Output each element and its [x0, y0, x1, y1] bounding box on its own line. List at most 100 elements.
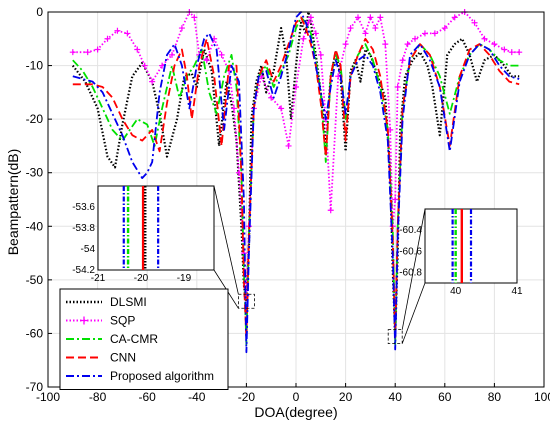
inset-x-tick-label: -21: [91, 273, 106, 284]
x-tick-label: 60: [438, 390, 452, 404]
series-point-plus: [451, 14, 458, 21]
series-point-plus: [69, 49, 76, 56]
y-tick-label: -50: [26, 273, 44, 287]
series-point-plus: [382, 41, 389, 48]
legend-label-3: CNN: [110, 351, 136, 365]
series-point-plus: [508, 49, 515, 56]
series-point-plus: [431, 30, 438, 37]
x-tick-label: -40: [188, 390, 206, 404]
series-point-plus: [278, 105, 285, 112]
series-line-4: [72, 11, 520, 354]
legend-label-1: SQP: [110, 314, 135, 328]
series-point-plus: [94, 46, 101, 53]
y-tick-label: 0: [36, 5, 43, 19]
legend: DLSMI SQP CA-CMR CNN Proposed algorithm: [59, 288, 229, 390]
series-point-plus: [367, 14, 374, 21]
series-point-plus: [327, 207, 334, 214]
inset-x-tick-label: 41: [511, 286, 523, 297]
legend-label-0: DLSMI: [110, 295, 147, 309]
series-point-plus: [141, 62, 148, 69]
series-point-plus: [347, 25, 354, 32]
x-tick-label: 20: [339, 390, 353, 404]
inset-x-tick-label: -19: [177, 273, 192, 284]
series-point-plus: [372, 25, 379, 32]
series-point-plus: [169, 51, 175, 58]
y-tick-label: -40: [26, 219, 44, 233]
series-point-plus: [300, 35, 307, 42]
series-point-plus: [392, 196, 399, 203]
series-point-plus: [149, 78, 156, 85]
series-point-plus: [412, 35, 419, 42]
x-tick-label: -60: [139, 390, 157, 404]
series-point-plus: [399, 57, 406, 64]
legend-label-4: Proposed algorithm: [110, 369, 214, 383]
y-tick-label: -20: [26, 112, 44, 126]
series-point-plus: [124, 30, 131, 37]
series-point-plus: [394, 84, 401, 90]
series-point-plus: [355, 14, 361, 21]
series-line-3: [72, 16, 520, 340]
series-point-plus: [191, 14, 198, 21]
legend-label-2: CA-CMR: [110, 332, 158, 346]
series-point-plus: [312, 30, 319, 37]
inset-y-tick-label: -53.6: [72, 202, 95, 213]
series-point-plus: [342, 41, 349, 48]
inset-x-tick-label: 40: [450, 286, 462, 297]
x-tick-label: 0: [293, 390, 300, 404]
x-axis-label: DOA(degree): [254, 404, 337, 420]
inset-y-tick-label: -53.8: [72, 223, 95, 234]
series-point-plus: [481, 35, 488, 42]
inset-y-tick-label: -60.8: [399, 267, 422, 278]
series-point-plus: [114, 27, 121, 34]
x-tick-label: -80: [89, 390, 107, 404]
series-point-plus: [501, 46, 508, 53]
series-point-plus: [516, 49, 523, 56]
y-tick-label: -60: [26, 326, 44, 340]
series-line-1: [72, 11, 520, 297]
x-tick-label: -100: [36, 390, 60, 404]
x-tick-label: 100: [534, 390, 550, 404]
x-tick-label: 40: [389, 390, 403, 404]
series-point-plus: [404, 41, 411, 48]
y-tick-label: -70: [26, 380, 44, 394]
series-point-plus: [178, 25, 185, 32]
series-point-plus: [231, 105, 237, 112]
series-point-plus: [218, 51, 225, 58]
inset-y-tick-label: -54.2: [72, 265, 95, 276]
series-point-plus: [293, 84, 299, 90]
y-tick-label: -30: [26, 166, 44, 180]
legend-plus-marker: [80, 316, 88, 325]
zoom-connector: [213, 185, 239, 295]
x-tick-label: -20: [238, 390, 256, 404]
series-point-plus: [203, 57, 210, 64]
series-point-plus: [491, 41, 498, 48]
series-point-plus: [362, 30, 369, 37]
ticks: -100-80-60-40-20020406080100-70-60-50-40…: [26, 5, 550, 404]
zoom-source-box: [387, 329, 403, 345]
inset-left: -21 -20 -19 -53.6 -53.8 -54 -54.2: [72, 185, 215, 284]
series-point-plus: [104, 35, 111, 42]
inset-right: 40 41 -60.4 -60.6 -60.8: [399, 208, 523, 297]
zoom-connector: [401, 208, 426, 330]
inset-y-tick-label: -60.6: [399, 246, 422, 257]
zoom-source-box: [237, 293, 255, 309]
inset-frame: [97, 185, 215, 271]
series-point-plus: [441, 25, 448, 32]
series-point-plus: [307, 14, 314, 21]
inset-x-tick-label: -20: [134, 273, 149, 284]
zoom-connector: [401, 282, 426, 344]
x-tick-label: 80: [488, 390, 502, 404]
series-point-plus: [84, 49, 91, 56]
series-line-0: [71, 10, 520, 338]
series-point-plus: [377, 14, 384, 21]
series-point-plus: [285, 142, 292, 149]
series-point-plus: [471, 19, 478, 26]
series-point-plus: [317, 51, 324, 58]
inset-y-tick-label: -54: [81, 244, 96, 255]
series-point-plus: [421, 30, 428, 37]
inset-y-tick-label: -60.4: [399, 225, 422, 236]
y-axis-label: Beampattern(dB): [5, 149, 21, 256]
y-tick-label: -10: [26, 59, 44, 73]
series-point-plus: [134, 46, 141, 53]
